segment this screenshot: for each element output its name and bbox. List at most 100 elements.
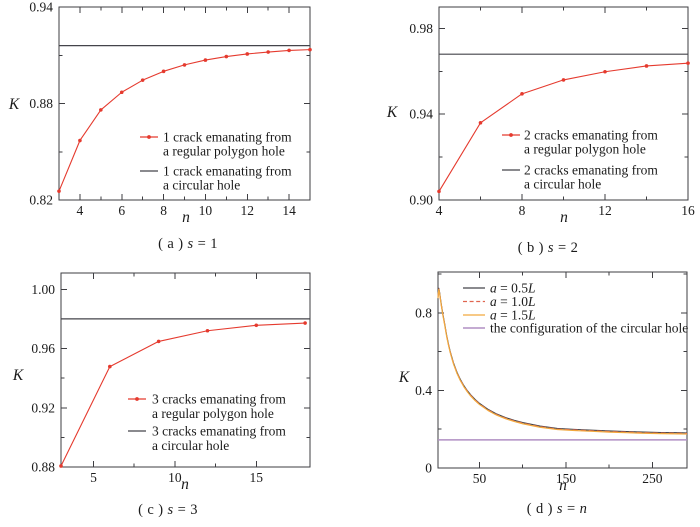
- chart-a: 4 6 8 10 12 14 0.82 0.88 0.94 Kn 1 crack emanating…: [8, 0, 312, 226]
- caption-b: ( b ) s = 2: [518, 240, 579, 257]
- svg-text:250: 250: [642, 471, 663, 486]
- legend-label: 3 cracks emanating from: [152, 424, 286, 439]
- legend-label: 3 cracks emanating from: [152, 392, 286, 407]
- legend-label: a = 0.5L: [490, 281, 536, 296]
- svg-text:4: 4: [436, 203, 443, 218]
- legend-label: a circular hole: [524, 177, 601, 192]
- svg-text:50: 50: [473, 471, 487, 486]
- caption-text: = 3: [173, 502, 198, 518]
- svg-text:8: 8: [519, 203, 526, 218]
- legend-label: 2 cracks emanating from: [524, 128, 658, 143]
- x-axis-label: n: [559, 477, 567, 494]
- svg-text:0.94: 0.94: [409, 107, 433, 122]
- series-markers-0: [59, 321, 307, 468]
- svg-text:0.82: 0.82: [29, 193, 53, 208]
- chart-d: 50 150 250 0 0.4 0.8 Kn a = 0.5La = 1.0La = 1.5…: [398, 271, 688, 494]
- svg-text:12: 12: [598, 203, 612, 218]
- svg-text:10: 10: [168, 470, 182, 485]
- caption-a: ( a ) s = 1: [158, 236, 218, 253]
- svg-text:0: 0: [425, 461, 432, 476]
- caption-math-var: s: [167, 502, 174, 518]
- caption-math-var: n: [579, 501, 588, 517]
- chart-b: 4 8 12 16 0.90 0.94 0.98 Kn 2 cracks emanating f…: [386, 6, 695, 226]
- tick-labels: 50 150 250 0 0.4 0.8: [415, 305, 663, 486]
- legend-label: a regular polygon hole: [152, 406, 274, 421]
- y-axis-label: K: [12, 367, 24, 384]
- svg-text:15: 15: [250, 470, 264, 485]
- caption-text: = 1: [193, 236, 218, 252]
- svg-text:10: 10: [199, 203, 213, 218]
- caption-d: ( d ) s = n: [527, 501, 588, 518]
- caption-math-var: s: [556, 501, 563, 517]
- svg-text:16: 16: [681, 203, 695, 218]
- caption-text: ( c ): [138, 502, 168, 518]
- axis-ticks: [59, 6, 310, 201]
- svg-text:0.88: 0.88: [29, 96, 53, 111]
- series-line-1: [437, 288, 688, 435]
- legend-label: 2 cracks emanating from: [524, 163, 658, 178]
- tick-labels: 4 8 12 16 0.90 0.94 0.98: [409, 21, 695, 218]
- y-axis-label: K: [398, 369, 410, 386]
- caption-text: ( a ): [158, 236, 188, 252]
- caption-text: = 2: [553, 240, 579, 256]
- caption-text: ( d ): [526, 501, 557, 517]
- y-axis-label: K: [386, 104, 398, 121]
- svg-text:1.00: 1.00: [31, 282, 55, 297]
- svg-text:14: 14: [282, 203, 296, 218]
- svg-text:0.4: 0.4: [415, 383, 432, 398]
- legend-sample-marker: [509, 133, 513, 137]
- tick-labels: 4 6 8 10 12 14 0.82 0.88 0.94: [29, 0, 296, 218]
- svg-text:4: 4: [77, 203, 84, 218]
- svg-text:8: 8: [160, 203, 167, 218]
- svg-text:150: 150: [556, 471, 577, 486]
- svg-text:0.90: 0.90: [409, 193, 433, 208]
- legend-label: a = 1.5L: [490, 308, 536, 323]
- plot-frame: [437, 271, 688, 469]
- svg-text:0.96: 0.96: [31, 341, 55, 356]
- legend-sample-marker: [135, 397, 139, 401]
- series-line-2: [437, 288, 688, 435]
- plot-frame: [60, 272, 311, 468]
- legend-label: 1 crack emanating from: [163, 130, 292, 145]
- legend-label: a regular polygon hole: [524, 142, 646, 157]
- legend-label: 1 crack emanating from: [163, 164, 292, 179]
- chart-c: 5 10 15 0.88 0.92 0.96 1.00 Kn 3 cracks emanatin…: [12, 272, 311, 493]
- legend-label: the configuration of the circular hole: [490, 321, 688, 336]
- x-axis-label: n: [182, 209, 190, 226]
- x-axis-label: n: [560, 209, 568, 226]
- caption-math-var: s: [187, 236, 194, 252]
- series-line-0: [437, 287, 688, 434]
- legend-label: a circular hole: [163, 178, 240, 193]
- legend-sample-marker: [147, 135, 151, 139]
- caption-text: =: [562, 501, 580, 517]
- svg-text:0.8: 0.8: [415, 305, 432, 320]
- series-line-0: [60, 322, 306, 467]
- legend-label: a circular hole: [152, 438, 229, 453]
- svg-text:0.98: 0.98: [409, 21, 433, 36]
- axis-ticks: [61, 273, 310, 468]
- tick-labels: 5 10 15 0.88 0.92 0.96 1.00: [31, 282, 263, 485]
- svg-text:0.88: 0.88: [31, 460, 55, 475]
- series-markers-0: [437, 61, 690, 194]
- caption-math-var: s: [547, 240, 554, 256]
- caption-c: ( c ) s = 3: [138, 502, 198, 519]
- x-axis-label: n: [181, 476, 189, 493]
- svg-text:5: 5: [90, 470, 97, 485]
- svg-text:0.94: 0.94: [29, 0, 53, 15]
- series-markers-0: [57, 47, 312, 193]
- legend-label: a = 1.0L: [490, 294, 536, 309]
- svg-text:12: 12: [241, 203, 255, 218]
- axis-ticks: [438, 7, 689, 201]
- axis-ticks: [438, 272, 687, 469]
- legend-label: a regular polygon hole: [163, 144, 285, 159]
- y-axis-label: K: [8, 96, 20, 113]
